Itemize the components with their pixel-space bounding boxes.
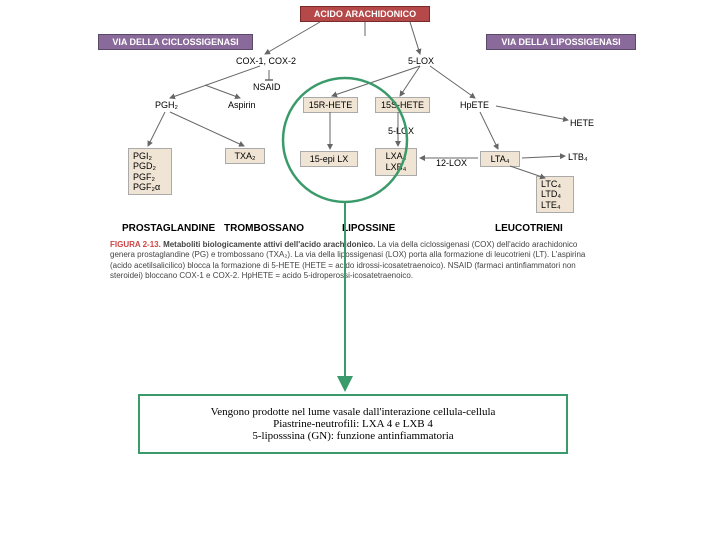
fig-number: FIGURA 2-13. [110,240,161,249]
pathway-right: VIA DELLA LIPOSSIGENASI [486,34,636,50]
lbl-5lox: 5-LOX [408,56,434,66]
box-epilx: 15-epi LX [300,151,358,167]
lbl-hphete: HpETE [460,100,489,110]
hd-prostaglandine: PROSTAGLANDINE [122,223,215,234]
box-txa: TXA₂ [225,148,265,164]
fig-bold: Metaboliti biologicamente attivi dell'ac… [163,240,375,249]
box-15shete: 15S-HETE [375,97,430,113]
box-15rhete: 15R-HETE [303,97,358,113]
callout-l2: Piastrine-neutrofili: LXA 4 e LXB 4 [158,418,548,430]
box-pgi: PGI₂ PGD₂ PGF₂ PGF₂α [128,148,172,195]
title-box: ACIDO ARACHIDONICO [300,6,430,22]
lbl-12lox: 12-LOX [436,158,467,168]
lbl-ltb: LTB₄ [568,152,588,162]
hd-trombossano: TROMBOSSANO [224,223,304,234]
callout-l1: Vengono prodotte nel lume vasale dall'in… [158,406,548,418]
callout-l3: 5-liposssina (GN): funzione antinfiammat… [158,430,548,442]
box-lxa: LXA₄ LXB₄ [375,148,417,176]
figure-caption: FIGURA 2-13. Metaboliti biologicamente a… [110,240,600,282]
box-lta: LTA₄ [480,151,520,167]
lbl-aspirin: Aspirin [228,100,256,110]
lbl-5lox2: 5-LOX [388,126,414,136]
hd-lipossine: LIPOSSINE [342,223,395,234]
lbl-hete: HETE [570,118,594,128]
pathway-left: VIA DELLA CICLOSSIGENASI [98,34,253,50]
lbl-cox: COX-1, COX-2 [236,56,296,66]
lbl-pgh2: PGH₂ [155,100,178,110]
hd-leucotrieni: LEUCOTRIENI [495,223,563,234]
callout-box: Vengono prodotte nel lume vasale dall'in… [138,394,568,454]
box-ltc: LTC₄ LTD₄ LTE₄ [536,176,574,213]
lbl-nsaid: NSAID [253,82,281,92]
